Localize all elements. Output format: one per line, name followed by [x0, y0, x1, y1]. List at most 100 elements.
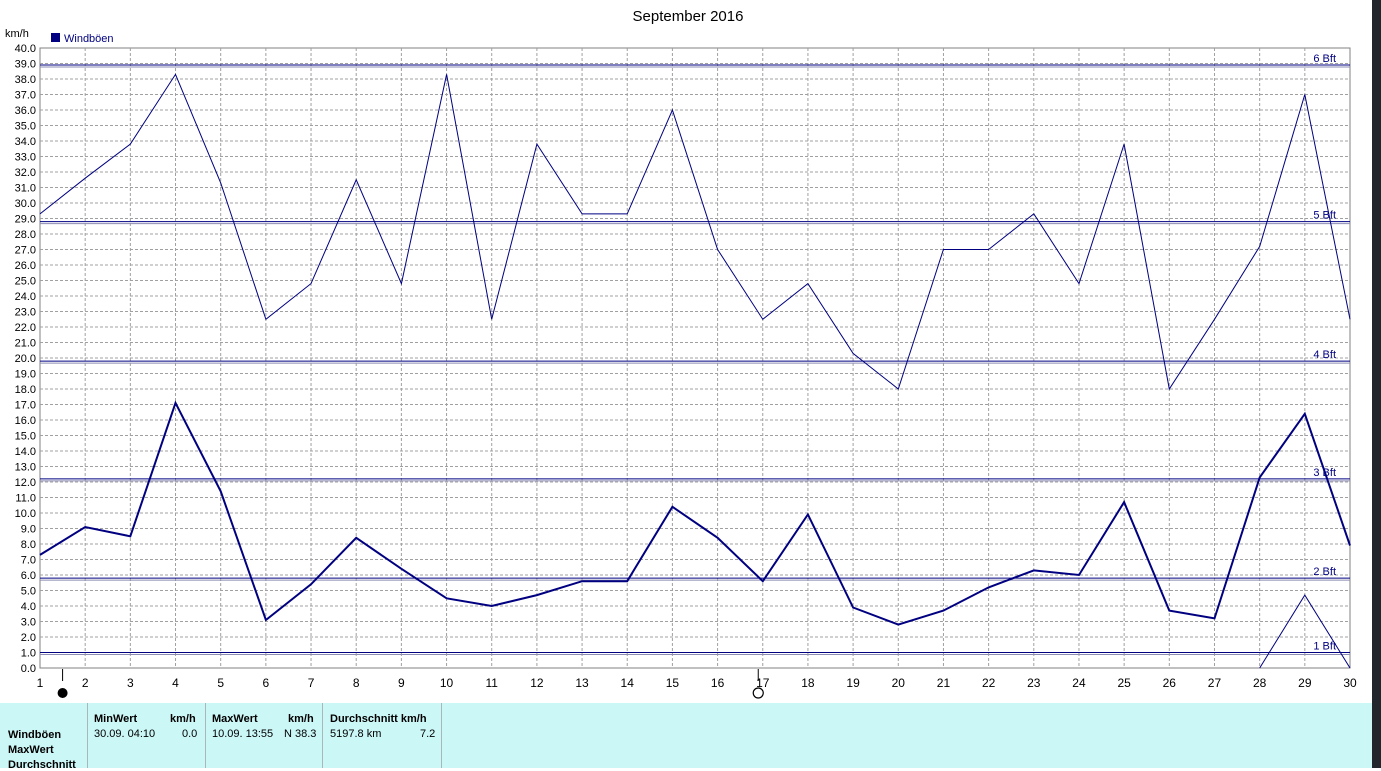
x-tick-label: 12 — [530, 676, 544, 690]
row-label-durchschnitt: Durchschnitt — [8, 759, 76, 771]
y-tick-label: 0.0 — [21, 663, 36, 675]
x-tick-label: 11 — [485, 676, 498, 690]
data-point — [1033, 570, 1034, 571]
data-point — [491, 319, 492, 320]
data-point — [1259, 246, 1260, 247]
data-point — [1124, 502, 1125, 503]
data-point — [130, 144, 131, 145]
x-tick-label: 17 — [756, 676, 770, 690]
beaufort-label: 6 Bft — [1313, 53, 1336, 65]
x-tick-label: 1 — [37, 676, 44, 690]
data-point — [39, 213, 40, 214]
axes: 0.01.02.03.04.05.06.07.08.09.010.011.012… — [15, 43, 1357, 690]
y-tick-label: 1.0 — [21, 648, 36, 660]
data-point — [1304, 595, 1305, 596]
row-label-windboeen: Windböen — [8, 729, 62, 741]
data-point — [1078, 574, 1079, 575]
data-point — [175, 402, 176, 403]
y-tick-label: 33.0 — [15, 152, 36, 164]
data-point — [1124, 144, 1125, 145]
y-tick-label: 19.0 — [15, 369, 36, 381]
data-point — [491, 605, 492, 606]
x-tick-label: 6 — [263, 676, 270, 690]
y-tick-label: 26.0 — [15, 260, 36, 272]
data-point — [175, 74, 176, 75]
x-tick-label: 22 — [982, 676, 996, 690]
y-tick-label: 23.0 — [15, 307, 36, 319]
data-point — [85, 526, 86, 527]
stats-panel: Windböen MaxWert Durchschnitt MinWert km… — [0, 703, 1372, 771]
stats-max-column: MaxWert km/h 10.09. 13:55 N 38.3 — [205, 703, 323, 768]
beaufort-label: 5 Bft — [1313, 210, 1336, 222]
grid — [39, 47, 1351, 669]
data-point — [898, 388, 899, 389]
y-tick-label: 35.0 — [15, 121, 36, 133]
beaufort-label: 4 Bft — [1313, 349, 1336, 361]
stats-avg-column: Durchschnitt km/h 5197.8 km 7.2 — [322, 703, 442, 768]
y-tick-label: 8.0 — [21, 539, 36, 551]
x-tick-label: 26 — [1163, 676, 1177, 690]
data-point — [1259, 477, 1260, 478]
data-point — [1033, 213, 1034, 214]
data-point — [1078, 283, 1079, 284]
data-point — [1349, 545, 1350, 546]
y-tick-label: 24.0 — [15, 291, 36, 303]
x-tick-label: 16 — [711, 676, 725, 690]
data-point — [807, 283, 808, 284]
x-tick-label: 13 — [575, 676, 589, 690]
data-point — [310, 584, 311, 585]
chart-title: September 2016 — [633, 8, 744, 25]
max-value: N 38.3 — [284, 728, 317, 740]
x-tick-label: 10 — [440, 676, 454, 690]
max-unit: km/h — [288, 713, 314, 725]
data-point — [943, 610, 944, 611]
max-date: 10.09. 13:55 — [212, 728, 274, 740]
legend-swatch — [51, 33, 60, 42]
min-date: 30.09. 04:10 — [94, 728, 156, 740]
beaufort-label: 2 Bft — [1313, 566, 1336, 578]
x-tick-label: 29 — [1298, 676, 1312, 690]
data-point — [717, 537, 718, 538]
data-point — [39, 554, 40, 555]
data-point — [446, 74, 447, 75]
data-point — [762, 581, 763, 582]
x-tick-label: 9 — [398, 676, 405, 690]
x-tick-label: 30 — [1343, 676, 1357, 690]
y-tick-label: 31.0 — [15, 183, 36, 195]
y-tick-label: 6.0 — [21, 570, 36, 582]
max-header: MaxWert — [212, 713, 258, 725]
avg-header: Durchschnitt km/h — [330, 713, 427, 725]
y-tick-label: 9.0 — [21, 524, 36, 536]
data-point — [581, 213, 582, 214]
x-tick-label: 2 — [82, 676, 89, 690]
data-point — [1349, 319, 1350, 320]
data-point — [943, 249, 944, 250]
x-tick-label: 28 — [1253, 676, 1267, 690]
data-point — [717, 249, 718, 250]
x-tick-label: 5 — [217, 676, 224, 690]
y-tick-label: 4.0 — [21, 601, 36, 613]
legend-label: Windböen — [64, 33, 114, 45]
data-point — [1349, 667, 1350, 668]
data-point — [627, 213, 628, 214]
data-point — [356, 179, 357, 180]
y-tick-label: 14.0 — [15, 446, 36, 458]
new-moon-icon — [57, 688, 68, 698]
y-tick-label: 2.0 — [21, 632, 36, 644]
data-point — [401, 568, 402, 569]
avg-distance: 5197.8 km — [330, 728, 382, 740]
series-line-0 — [39, 73, 1351, 391]
data-point — [853, 607, 854, 608]
data-point — [356, 537, 357, 538]
y-tick-label: 16.0 — [15, 415, 36, 427]
wind-chart: September 2016 km/h Windböen 1 Bft 2 Bft 3… — [5, 8, 1357, 699]
min-value: 0.0 — [182, 728, 198, 740]
data-point — [446, 598, 447, 599]
y-tick-label: 21.0 — [15, 338, 36, 350]
y-tick-label: 7.0 — [21, 555, 36, 567]
x-tick-label: 18 — [801, 676, 815, 690]
data-point — [265, 319, 266, 320]
data-point — [762, 319, 763, 320]
series-group — [39, 73, 1351, 669]
